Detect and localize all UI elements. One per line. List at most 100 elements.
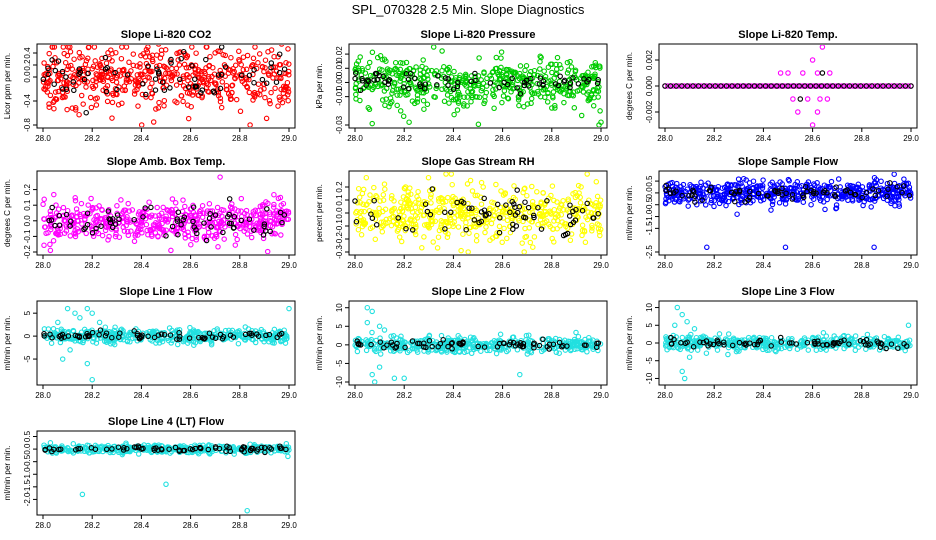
data-point-all <box>526 346 532 352</box>
data-point-selected <box>594 80 601 87</box>
data-point-all <box>493 181 499 188</box>
data-point-all <box>256 51 263 57</box>
data-point-all <box>391 66 398 73</box>
data-point-all <box>205 82 211 88</box>
data-point-all <box>144 49 151 55</box>
data-point-all <box>465 249 471 254</box>
y-tick-label: 0.02 <box>335 46 344 62</box>
data-point-selected <box>82 334 89 340</box>
y-tick-label: 0.1 <box>23 199 32 211</box>
data-point-selected <box>832 193 839 199</box>
data-point-all <box>168 340 174 346</box>
data-point-all <box>589 225 595 231</box>
data-point-all <box>203 45 210 50</box>
x-tick-label: 28.4 <box>134 261 150 270</box>
data-point-all <box>128 68 134 74</box>
data-point-all <box>220 51 226 58</box>
data-point-all <box>182 203 188 210</box>
data-point-all <box>247 122 253 127</box>
data-point-all <box>448 86 454 92</box>
data-point-all <box>118 197 124 203</box>
data-point-selected <box>579 207 586 214</box>
data-point-selected <box>531 340 537 346</box>
data-point-all <box>523 63 530 69</box>
data-point-all <box>409 345 415 352</box>
data-point-all <box>279 99 286 106</box>
data-point-all <box>432 72 438 78</box>
data-point-all <box>872 195 879 202</box>
y-tick-label: -0.5 <box>23 454 32 468</box>
data-point-selected <box>777 334 784 341</box>
data-point-all <box>97 77 104 83</box>
x-tick-label: 28.6 <box>805 391 821 400</box>
data-point-selected <box>751 341 758 348</box>
data-point-all <box>861 83 867 89</box>
data-point-all <box>154 204 160 211</box>
data-point-selected <box>175 231 181 238</box>
data-point-selected <box>815 341 821 347</box>
data-point-all <box>552 105 558 111</box>
points <box>352 172 604 254</box>
data-point-all <box>421 222 428 228</box>
data-point-all <box>369 371 375 378</box>
data-point-all <box>382 186 388 192</box>
data-point-all <box>355 58 362 64</box>
data-point-all <box>217 98 224 105</box>
data-point-all <box>736 348 742 354</box>
data-point-selected <box>259 76 266 83</box>
data-point-all <box>570 89 577 95</box>
data-point-selected <box>736 187 743 194</box>
data-point-all <box>534 80 540 87</box>
data-point-all <box>255 81 262 87</box>
data-point-selected <box>517 91 524 97</box>
data-point-selected <box>185 84 192 90</box>
data-point-selected <box>405 76 412 83</box>
data-point-all <box>394 92 400 98</box>
data-point-all <box>451 209 457 216</box>
data-point-all <box>40 201 46 208</box>
data-point-all <box>257 214 264 221</box>
data-point-all <box>854 339 861 345</box>
data-point-selected <box>85 70 91 77</box>
data-point-all <box>828 83 834 89</box>
data-point-all <box>899 83 906 89</box>
data-point-all <box>589 222 595 229</box>
data-point-all <box>572 67 579 74</box>
data-point-all <box>774 182 780 188</box>
data-point-all <box>769 201 776 208</box>
data-point-all <box>379 97 386 103</box>
data-point-all <box>755 194 762 200</box>
data-point-selected <box>540 336 546 343</box>
data-point-all <box>256 220 263 227</box>
data-point-all <box>692 83 699 89</box>
data-point-all <box>364 304 371 311</box>
data-point-selected <box>908 83 914 89</box>
data-point-all <box>500 207 507 214</box>
data-point-all <box>80 339 86 346</box>
data-point-all <box>698 179 704 186</box>
data-point-all <box>531 234 538 240</box>
data-point-all <box>381 327 388 333</box>
data-point-all <box>412 204 419 211</box>
data-point-all <box>286 72 292 78</box>
data-point-selected <box>168 60 174 66</box>
data-point-all <box>48 226 54 233</box>
data-point-all <box>355 226 362 233</box>
data-point-selected <box>266 331 273 338</box>
data-point-all <box>440 200 446 206</box>
data-point-all <box>420 75 427 82</box>
y-tick-label: 5 <box>645 322 654 327</box>
data-point-selected <box>841 337 847 343</box>
data-point-all <box>135 232 141 238</box>
data-point-all <box>481 69 487 75</box>
data-point-selected <box>148 204 154 211</box>
data-point-all <box>155 225 162 231</box>
data-point-all <box>491 213 497 219</box>
data-point-all <box>414 96 421 102</box>
data-point-all <box>240 222 246 228</box>
data-point-all <box>597 65 603 71</box>
data-point-all <box>403 59 410 66</box>
data-point-all <box>521 249 527 254</box>
data-point-all <box>571 105 578 111</box>
data-point-all <box>852 347 859 354</box>
